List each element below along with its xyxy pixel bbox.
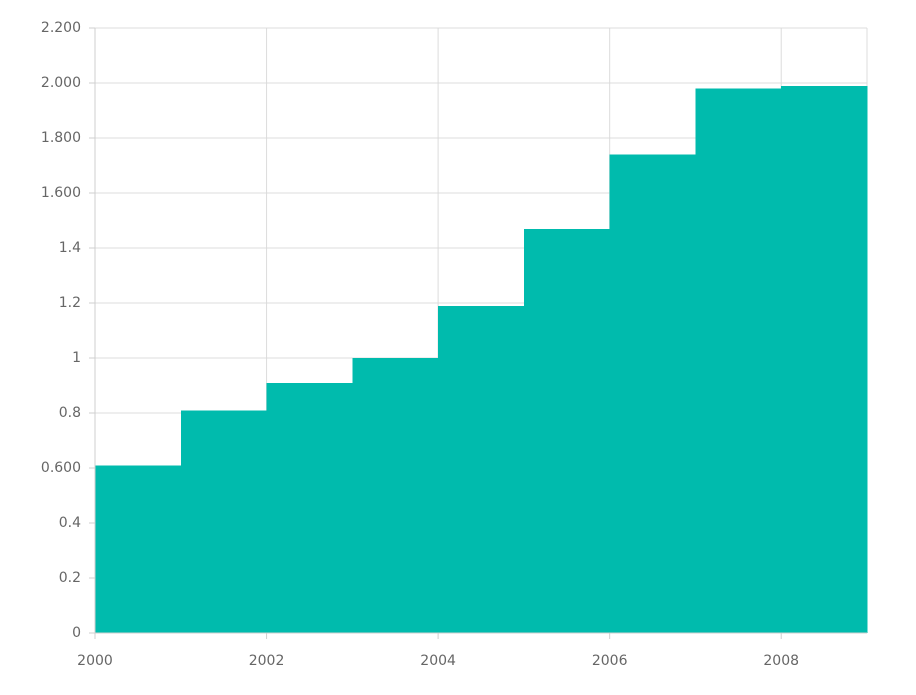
step [695, 88, 782, 633]
y-tick-label: 1.800 [41, 130, 81, 146]
y-tick-label: 1.2 [59, 295, 81, 311]
step [781, 85, 868, 633]
y-tick-label: 1 [72, 350, 81, 366]
x-tick-label: 2002 [249, 653, 285, 669]
step [352, 358, 439, 633]
step [523, 228, 611, 633]
step [180, 410, 268, 633]
y-tick-label: 0.4 [59, 515, 81, 531]
step [438, 305, 525, 633]
y-tick-label: 1.4 [59, 240, 81, 256]
y-tick-label: 1.600 [41, 185, 81, 201]
y-tick-label: 2.200 [41, 20, 81, 36]
y-tick-label: 0 [72, 625, 81, 641]
y-tick-label: 0.2 [59, 570, 81, 586]
step [266, 382, 353, 633]
x-tick-label: 2004 [420, 653, 456, 669]
x-tick-label: 2006 [592, 653, 628, 669]
y-tick-label: 0.600 [41, 460, 81, 476]
x-tick-label: 2000 [77, 653, 113, 669]
y-tick-label: 0.8 [59, 405, 81, 421]
step [609, 154, 696, 633]
x-tick-label: 2008 [763, 653, 799, 669]
step [95, 465, 182, 633]
y-tick-label: 2.000 [41, 75, 81, 91]
